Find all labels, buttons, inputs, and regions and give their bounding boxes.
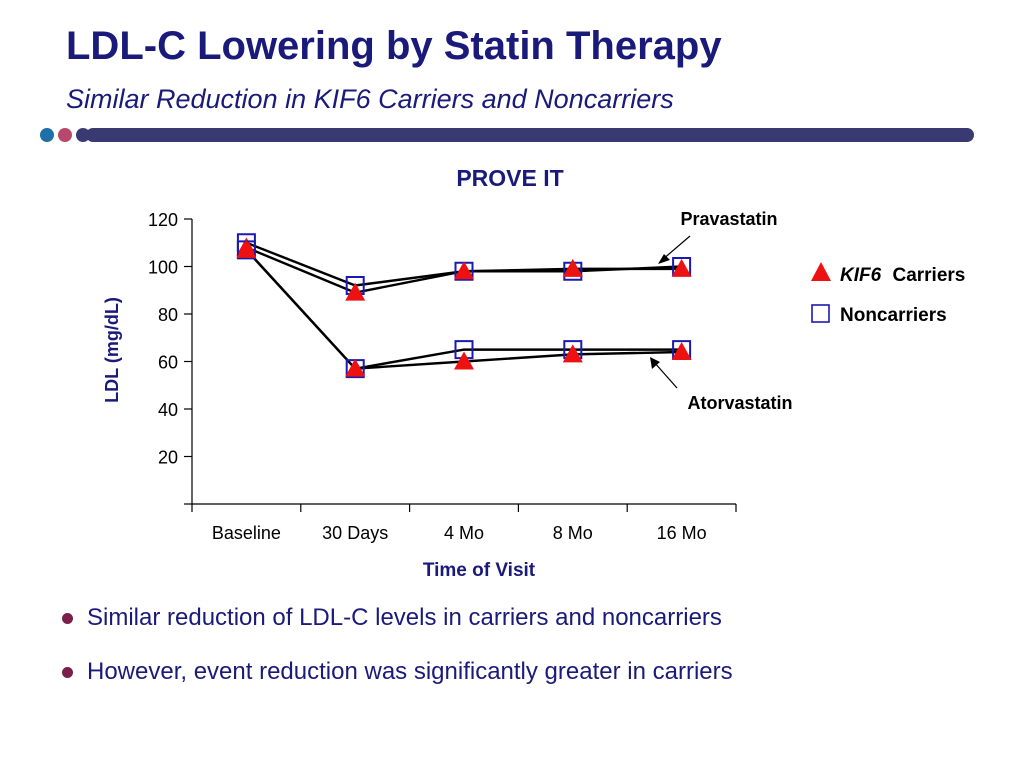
carrier-point — [454, 351, 474, 370]
slide-title: LDL-C Lowering by Statin Therapy — [66, 24, 722, 68]
square-marker-icon — [811, 304, 830, 323]
bullet-item: However, event reduction was significant… — [62, 658, 733, 712]
legend-carriers-label: Carriers — [892, 265, 965, 286]
arrowhead-icon — [650, 357, 660, 369]
accent-bar — [86, 128, 974, 142]
carrier-point — [562, 258, 583, 277]
arrowhead-icon — [658, 254, 670, 264]
x-tick-labels: Baseline 30 Days 4 Mo 8 Mo 16 Mo — [212, 523, 707, 543]
carrier-point — [562, 344, 583, 363]
accent-dot — [76, 128, 90, 142]
legend-carriers-prefix: KIF6 — [840, 265, 882, 286]
chart-title: PROVE IT — [456, 165, 563, 191]
bullet-icon — [62, 613, 73, 624]
bullet-text: However, event reduction was significant… — [87, 658, 733, 685]
bullet-text: Similar reduction of LDL-C levels in car… — [87, 604, 722, 631]
ldl-chart: PROVE IT LDL (mg/dL) Time of Visit Basel… — [102, 165, 965, 581]
legend-carriers: KIF6 Carriers — [840, 265, 965, 286]
y-axis-label: LDL (mg/dL) — [102, 297, 122, 403]
title-divider — [40, 128, 974, 142]
y-tick-label: 80 — [158, 305, 178, 325]
bullet-icon — [62, 667, 73, 678]
y-tick-label: 20 — [158, 448, 178, 468]
carrier-point — [454, 261, 474, 280]
triangle-marker-icon — [811, 262, 831, 281]
carrier-point — [236, 239, 257, 258]
carrier-point — [671, 258, 692, 277]
legend-noncarriers: Noncarriers — [840, 305, 947, 326]
y-tick-label: 60 — [158, 353, 178, 373]
y-tick-label: 100 — [148, 258, 178, 278]
chart-axes — [184, 218, 737, 512]
y-tick-label: 40 — [158, 400, 178, 420]
x-axis-label: Time of Visit — [423, 560, 536, 581]
y-tick-label: 120 — [148, 210, 178, 230]
bullet-list: Similar reduction of LDL-C levels in car… — [62, 604, 733, 712]
annotation-atorvastatin: Atorvastatin — [687, 393, 792, 413]
x-tick-label: Baseline — [212, 523, 281, 543]
annotation-arrow-pravastatin — [661, 235, 691, 261]
x-tick-label: 8 Mo — [553, 523, 593, 543]
accent-dot — [58, 128, 72, 142]
x-tick-label: 16 Mo — [657, 523, 707, 543]
series-markers — [236, 233, 692, 379]
slide-subtitle: Similar Reduction in KIF6 Carriers and N… — [66, 84, 674, 114]
carrier-point — [671, 342, 692, 360]
legend: KIF6 Carriers Noncarriers — [811, 262, 965, 326]
annotation-pravastatin: Pravastatin — [680, 209, 777, 229]
x-tick-label: 30 Days — [322, 523, 388, 543]
carrier-point — [345, 282, 366, 301]
accent-dot — [40, 128, 54, 142]
x-tick-label: 4 Mo — [444, 523, 484, 543]
carrier-point — [345, 358, 366, 377]
bullet-item: Similar reduction of LDL-C levels in car… — [62, 604, 733, 658]
y-tick-labels: 20 40 60 80 100 120 — [148, 210, 178, 468]
annotation-arrow-atorvastatin — [653, 361, 678, 389]
